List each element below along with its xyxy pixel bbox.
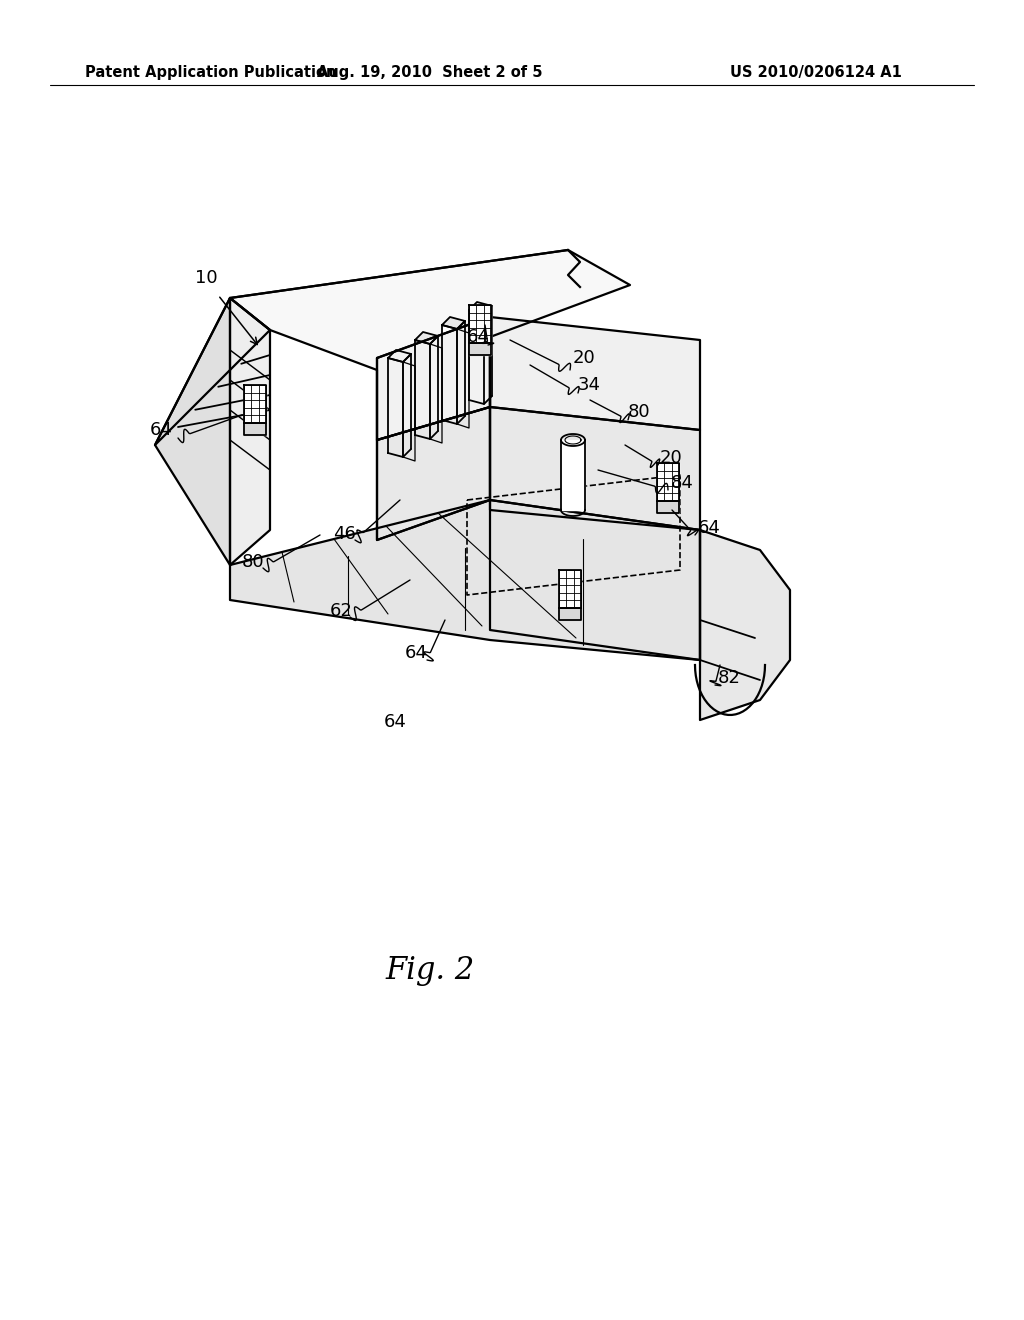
Polygon shape <box>244 385 266 422</box>
Polygon shape <box>469 305 490 343</box>
Text: 62: 62 <box>330 602 353 620</box>
Polygon shape <box>490 407 700 531</box>
Polygon shape <box>561 440 585 510</box>
Text: US 2010/0206124 A1: US 2010/0206124 A1 <box>730 65 902 79</box>
Text: 64: 64 <box>698 519 721 537</box>
Polygon shape <box>469 343 490 355</box>
Text: Patent Application Publication: Patent Application Publication <box>85 65 337 79</box>
Polygon shape <box>230 298 270 565</box>
Text: 64: 64 <box>467 327 489 346</box>
Polygon shape <box>415 333 438 345</box>
Polygon shape <box>155 298 270 445</box>
Text: 34: 34 <box>578 376 601 393</box>
Polygon shape <box>457 329 469 428</box>
Text: 64: 64 <box>384 713 407 731</box>
Text: 20: 20 <box>573 348 596 367</box>
Polygon shape <box>377 317 490 540</box>
Polygon shape <box>442 317 465 329</box>
Polygon shape <box>700 531 790 719</box>
Text: 46: 46 <box>333 525 356 543</box>
Polygon shape <box>442 325 457 424</box>
Polygon shape <box>388 350 411 362</box>
Polygon shape <box>490 317 700 430</box>
Polygon shape <box>490 500 700 660</box>
Polygon shape <box>430 345 442 444</box>
Polygon shape <box>657 463 679 502</box>
Polygon shape <box>230 249 630 440</box>
Polygon shape <box>403 362 415 461</box>
Polygon shape <box>388 358 403 457</box>
Text: Aug. 19, 2010  Sheet 2 of 5: Aug. 19, 2010 Sheet 2 of 5 <box>317 65 543 79</box>
Polygon shape <box>469 302 492 314</box>
Polygon shape <box>469 310 484 404</box>
Polygon shape <box>244 422 266 436</box>
Polygon shape <box>559 570 581 609</box>
Polygon shape <box>155 298 230 565</box>
Polygon shape <box>377 317 490 440</box>
Text: 80: 80 <box>242 553 264 572</box>
Text: 82: 82 <box>718 669 741 686</box>
Text: 64: 64 <box>406 644 428 663</box>
Text: 80: 80 <box>628 403 650 421</box>
Polygon shape <box>230 500 700 660</box>
Text: 64: 64 <box>150 421 173 440</box>
Text: 10: 10 <box>195 269 218 286</box>
Text: 20: 20 <box>660 449 683 467</box>
Text: Fig. 2: Fig. 2 <box>385 954 475 986</box>
Polygon shape <box>415 341 430 440</box>
Text: 84: 84 <box>671 474 694 492</box>
Polygon shape <box>377 407 490 540</box>
Polygon shape <box>559 609 581 620</box>
Polygon shape <box>657 502 679 513</box>
